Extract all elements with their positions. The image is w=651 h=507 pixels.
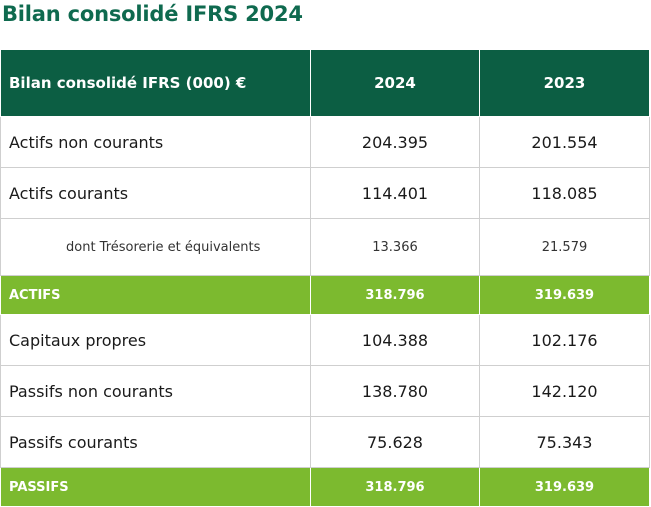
table-row-total-actifs: ACTIFS 318.796 319.639 [0, 275, 650, 315]
row-value-2023: 319.639 [479, 275, 650, 315]
row-value-2024: 204.395 [310, 116, 480, 168]
table-row-passifs-courants: Passifs courants 75.628 75.343 [0, 416, 650, 468]
row-value-2024: 75.628 [310, 416, 480, 468]
row-label: dont Trésorerie et équivalents [0, 218, 311, 276]
header-label: Bilan consolidé IFRS (000) € [0, 49, 311, 117]
row-label: Passifs courants [0, 416, 311, 468]
row-label: ACTIFS [0, 275, 311, 315]
row-value-2024: 114.401 [310, 167, 480, 219]
row-value-2023: 201.554 [479, 116, 650, 168]
table-header-row: Bilan consolidé IFRS (000) € 2024 2023 [0, 49, 650, 117]
table-row-total-passifs: PASSIFS 318.796 319.639 [0, 467, 650, 507]
row-value-2024: 318.796 [310, 467, 480, 507]
row-value-2024: 13.366 [310, 218, 480, 276]
row-value-2023: 142.120 [479, 365, 650, 417]
row-label: Passifs non courants [0, 365, 311, 417]
table-row-tresorerie: dont Trésorerie et équivalents 13.366 21… [0, 218, 650, 276]
row-label: Actifs courants [0, 167, 311, 219]
table-row-passifs-non-courants: Passifs non courants 138.780 142.120 [0, 365, 650, 417]
row-value-2023: 102.176 [479, 314, 650, 366]
page-title: Bilan consolidé IFRS 2024 [2, 2, 303, 26]
table-row-actifs-courants: Actifs courants 114.401 118.085 [0, 167, 650, 219]
row-value-2023: 319.639 [479, 467, 650, 507]
row-value-2023: 118.085 [479, 167, 650, 219]
row-value-2023: 21.579 [479, 218, 650, 276]
row-value-2023: 75.343 [479, 416, 650, 468]
row-label: Capitaux propres [0, 314, 311, 366]
row-label: PASSIFS [0, 467, 311, 507]
header-year-2023: 2023 [479, 49, 650, 117]
row-value-2024: 104.388 [310, 314, 480, 366]
header-year-2024: 2024 [310, 49, 480, 117]
table-row-actifs-non-courants: Actifs non courants 204.395 201.554 [0, 116, 650, 168]
row-label: Actifs non courants [0, 116, 311, 168]
table-row-capitaux-propres: Capitaux propres 104.388 102.176 [0, 314, 650, 366]
row-value-2024: 138.780 [310, 365, 480, 417]
row-value-2024: 318.796 [310, 275, 480, 315]
balance-sheet-table: Bilan consolidé IFRS (000) € 2024 2023 A… [0, 49, 650, 507]
